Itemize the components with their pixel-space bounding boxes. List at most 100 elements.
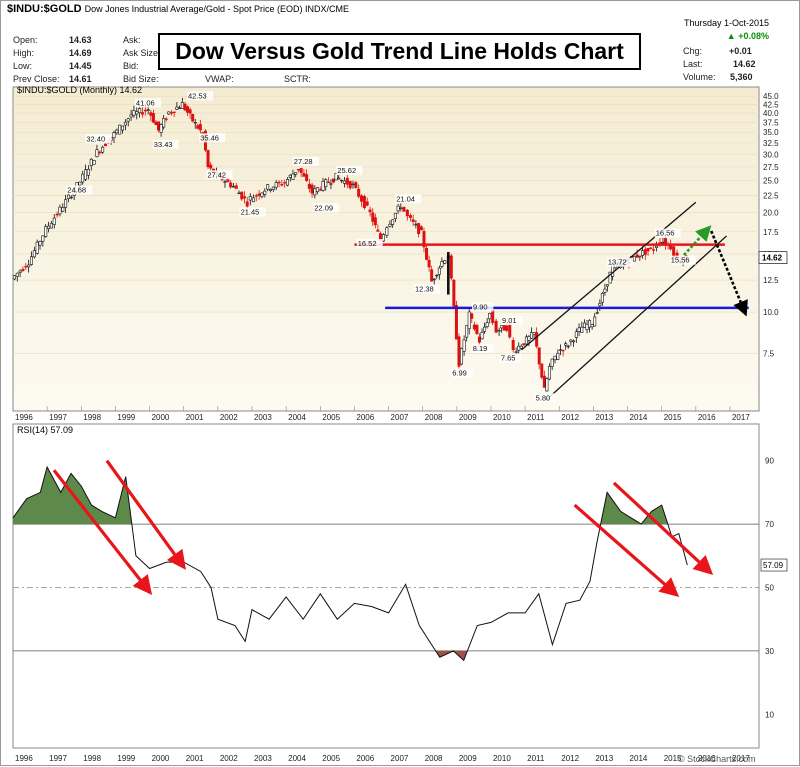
change-pct: ▲ +0.08% — [726, 31, 769, 41]
price-bar-body — [196, 125, 200, 129]
price-y-tick: 40.0 — [763, 109, 779, 118]
price-x-tick: 1997 — [49, 413, 67, 422]
price-bar-body — [362, 196, 366, 209]
price-bar-body — [164, 118, 168, 121]
symbol: $INDU:$GOLD — [7, 3, 82, 15]
price-bar-body — [590, 324, 594, 328]
price-bar-body — [524, 336, 528, 345]
price-bar-body — [123, 121, 127, 126]
price-bar-body — [302, 173, 306, 177]
price-bar-body — [49, 223, 53, 229]
price-bar-body — [47, 225, 51, 229]
price-y-tick: 42.5 — [763, 100, 779, 109]
price-bar-body — [472, 324, 476, 330]
price-x-tick: 2017 — [732, 413, 750, 422]
price-bar-body — [146, 109, 150, 111]
price-bar-body — [658, 242, 662, 244]
price-bar-body — [422, 231, 426, 248]
price-bar-body — [151, 113, 155, 123]
rsi-x-tick: 1999 — [117, 754, 135, 763]
stat-sctr: SCTR: — [284, 74, 311, 84]
price-bar-body — [318, 189, 322, 191]
price-bar-body — [41, 235, 45, 242]
price-bar-body — [488, 312, 492, 320]
price-bar-body — [371, 212, 375, 222]
price-bar-body — [655, 245, 659, 249]
price-bar-body — [635, 254, 639, 258]
price-bar-body — [559, 349, 563, 351]
price-bar-body — [229, 182, 233, 188]
annotation-bg — [239, 207, 266, 217]
annotation-bg — [501, 316, 523, 326]
price-last-value: 14.62 — [762, 254, 783, 263]
price-bar-body — [112, 132, 116, 138]
price-bar-body — [101, 146, 105, 153]
price-y-tick: 25.0 — [763, 177, 779, 186]
price-bar-body — [393, 212, 397, 219]
price-bar-body — [402, 206, 406, 212]
price-bar-body — [277, 181, 281, 184]
rsi-last-box — [760, 558, 788, 572]
price-bar-body — [198, 124, 202, 131]
price-bar-body — [332, 178, 336, 183]
price-bar-body — [399, 207, 403, 209]
price-bar-body — [24, 265, 28, 268]
rsi-trend-arrow — [573, 503, 680, 598]
price-bar-body — [600, 293, 604, 303]
annotation-bg — [471, 302, 494, 312]
price-bar-body — [95, 149, 99, 157]
price-bar-body — [186, 106, 190, 113]
price-y-tick: 17.5 — [763, 228, 779, 237]
price-bar-body — [440, 261, 444, 267]
price-bar-body — [38, 241, 42, 246]
annotation-bg — [292, 157, 319, 167]
annotation-bg — [336, 166, 363, 176]
price-bar-body — [545, 378, 549, 392]
price-x-tick: 1996 — [15, 413, 33, 422]
stat-open: Open: — [13, 35, 38, 45]
price-bar-body — [12, 275, 16, 280]
annotation-label: 32.40 — [86, 134, 105, 143]
price-bar-body — [522, 343, 526, 346]
price-bar-body — [89, 158, 93, 167]
price-bar-body — [242, 196, 246, 199]
stat-high: High: — [13, 48, 35, 58]
annotation-label: 15.56 — [671, 256, 690, 265]
price-bar-body — [180, 102, 184, 109]
price-bar-body — [582, 322, 586, 328]
price-bar-body — [296, 168, 300, 171]
price-bar-body — [245, 201, 249, 207]
price-bar-body — [32, 250, 36, 258]
rsi-x-tick: 2004 — [288, 754, 306, 763]
rsi-x-tick: 2015 — [664, 754, 682, 763]
annotation-label: 6.99 — [452, 369, 467, 378]
price-bar-body — [29, 256, 33, 265]
rsi-x-tick: 2014 — [630, 754, 648, 763]
price-bar-body — [307, 183, 311, 189]
price-x-tick: 2015 — [664, 413, 682, 422]
price-bar-body — [542, 375, 546, 388]
price-bar-body — [268, 189, 272, 191]
rsi-x-tick: 2010 — [493, 754, 511, 763]
price-bar-body — [500, 325, 504, 329]
price-bar-body — [460, 348, 464, 365]
price-bar-body — [396, 205, 400, 212]
price-bar-body — [535, 332, 539, 347]
price-y-tick: 22.5 — [763, 192, 779, 201]
price-bar-body — [286, 179, 290, 186]
price-y-tick: 20.0 — [763, 209, 779, 218]
stat-vwap: VWAP: — [205, 74, 234, 84]
projection-up-arrow — [679, 225, 712, 260]
annotation-bg — [534, 393, 557, 403]
channel-upper-line — [521, 201, 697, 351]
projection-down-arrow — [710, 230, 748, 317]
price-bar-body — [21, 268, 25, 271]
price-bar-body — [348, 181, 352, 189]
annotation-bg — [499, 353, 522, 363]
price-bar-body — [103, 143, 107, 147]
stat-chg: Chg: — [683, 46, 703, 56]
price-bar-body — [329, 183, 333, 185]
price-bar-body — [206, 150, 210, 168]
price-bar-body — [342, 180, 346, 184]
